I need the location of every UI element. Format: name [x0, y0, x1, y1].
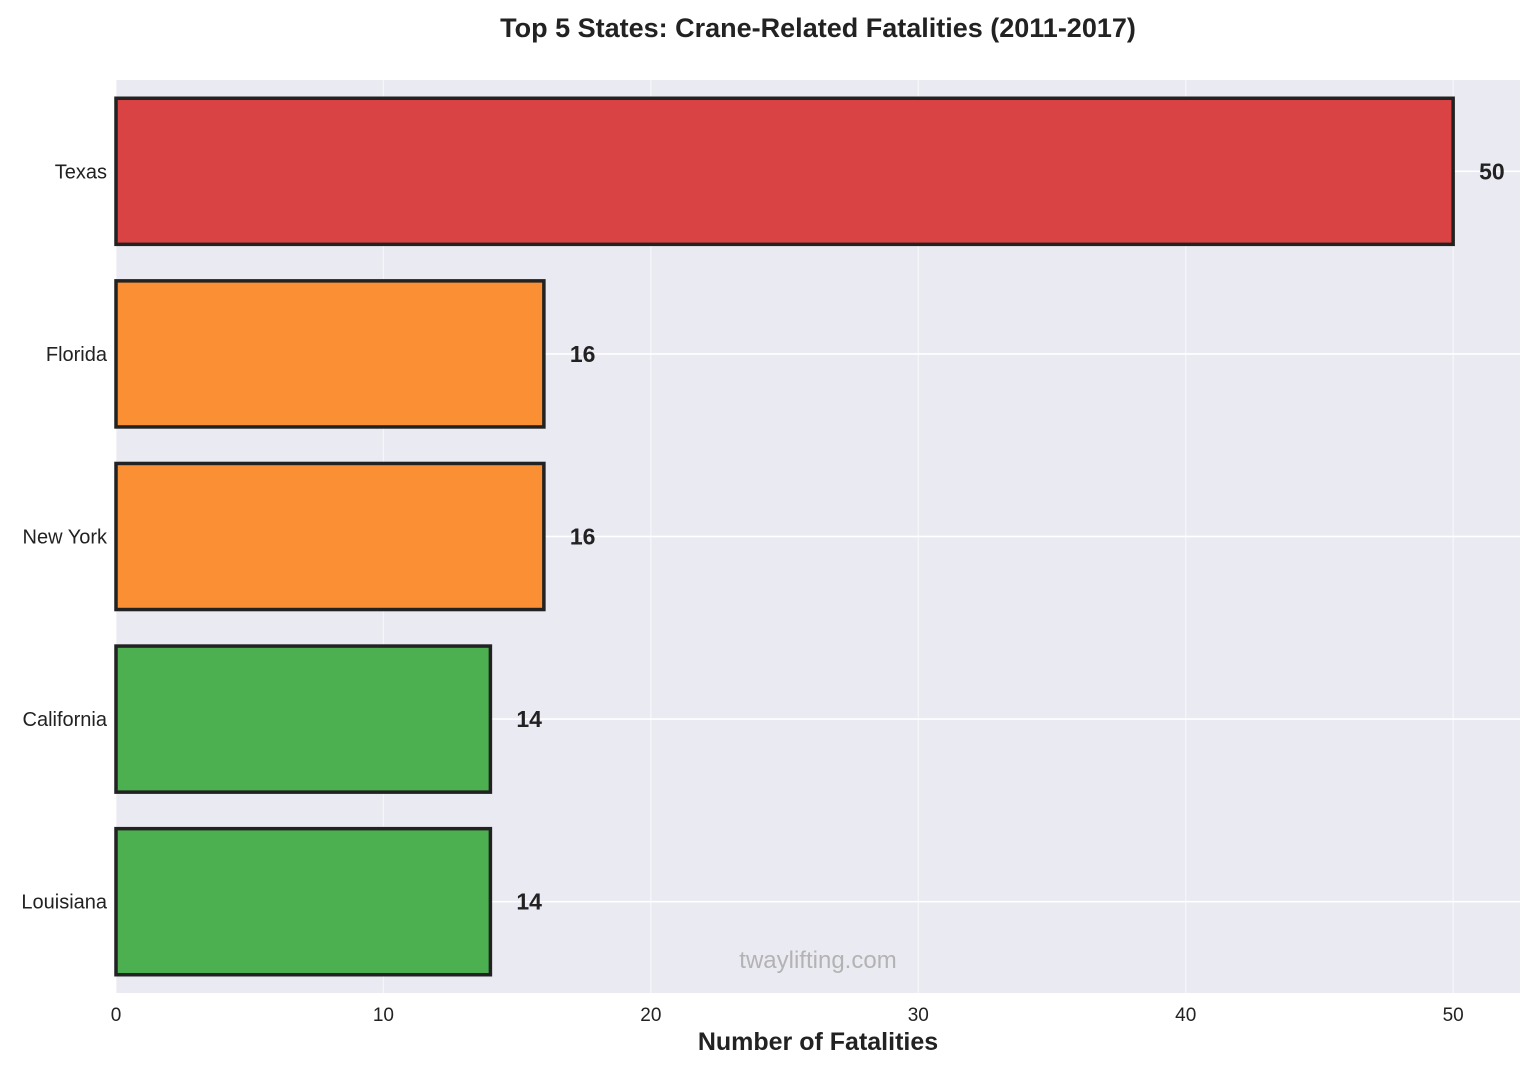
chart-title: Top 5 States: Crane-Related Fatalities (… — [500, 13, 1136, 43]
x-tick-label: 50 — [1443, 1005, 1464, 1026]
bar-california — [114, 644, 493, 794]
y-tick-label: California — [23, 709, 108, 731]
bar-louisiana — [114, 826, 493, 977]
x-tick-label: 20 — [640, 1005, 661, 1026]
y-tick-labels: Texas Florida New York California Louisiana — [21, 161, 108, 913]
x-tick-label: 40 — [1175, 1005, 1196, 1026]
value-label: 50 — [1479, 158, 1505, 184]
y-tick-label: Florida — [46, 344, 108, 366]
y-tick-label: Louisiana — [21, 892, 108, 914]
value-label: 16 — [570, 341, 596, 367]
watermark: twaylifting.com — [739, 947, 896, 974]
y-tick-label: Texas — [55, 161, 107, 183]
value-label: 14 — [516, 706, 542, 732]
bar-texas — [114, 96, 1455, 247]
x-tick-label: 30 — [908, 1005, 929, 1026]
x-tick-label: 0 — [111, 1005, 122, 1026]
bar-new-york — [114, 461, 546, 612]
value-label: 16 — [570, 524, 596, 550]
x-tick-labels: 0 10 20 30 40 50 — [111, 1005, 1464, 1026]
bars — [114, 96, 1455, 977]
value-label: 14 — [516, 889, 542, 915]
bar-florida — [114, 279, 546, 429]
x-tick-label: 10 — [373, 1005, 394, 1026]
value-labels: 50 16 16 14 14 — [516, 158, 1504, 914]
x-axis-label: Number of Fatalities — [698, 1028, 938, 1056]
y-tick-label: New York — [23, 527, 108, 549]
